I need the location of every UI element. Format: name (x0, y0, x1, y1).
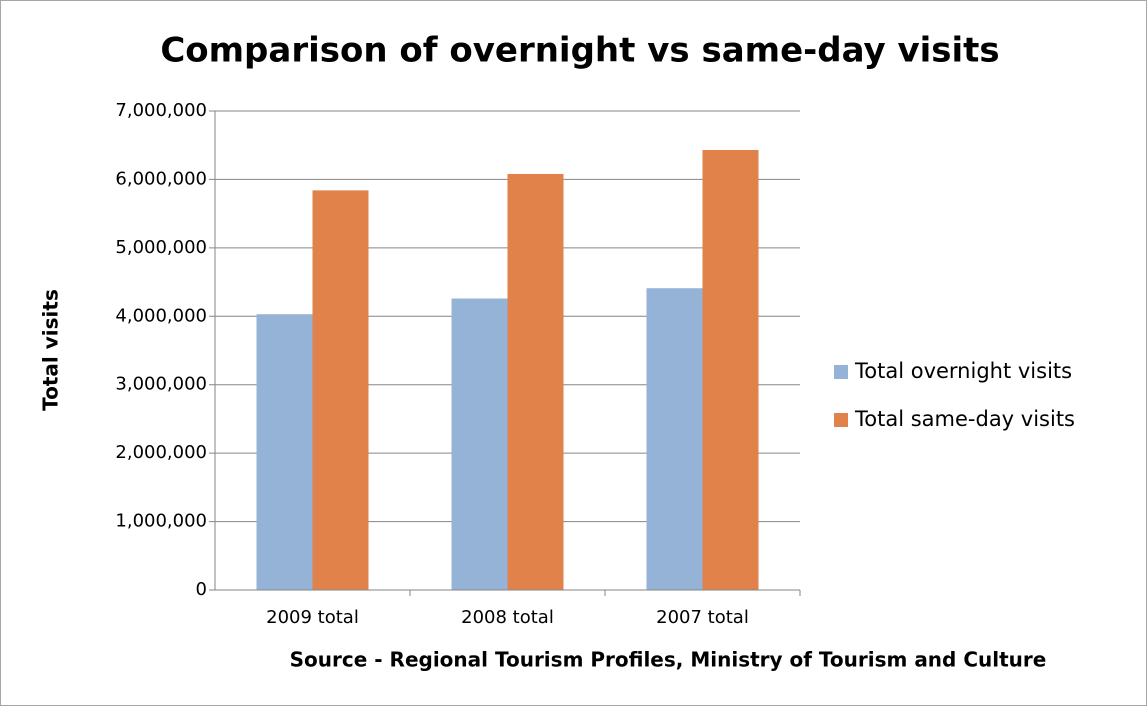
bar (646, 288, 703, 590)
y-axis-title: Total visits (39, 289, 63, 411)
x-tick-label: 2009 total (266, 607, 359, 628)
bar (702, 150, 759, 591)
chart-title: Comparison of overnight vs same-day visi… (160, 31, 999, 71)
y-tick-label: 3,000,000 (115, 374, 207, 395)
bar (312, 190, 369, 590)
y-tick-label: 7,000,000 (115, 100, 207, 121)
legend-swatch (834, 365, 848, 379)
y-tick-label: 5,000,000 (115, 237, 207, 258)
x-axis-title: Source - Regional Tourism Profiles, Mini… (290, 648, 1047, 672)
y-tick-label: 6,000,000 (115, 168, 207, 189)
bar (507, 173, 564, 590)
legend-label: Total overnight visits (854, 359, 1072, 383)
x-tick-label: 2008 total (461, 607, 554, 628)
legend-label: Total same-day visits (854, 407, 1075, 431)
bar (256, 314, 313, 590)
y-tick-label: 2,000,000 (115, 442, 207, 463)
legend-swatch (834, 413, 848, 427)
y-tick-label: 1,000,000 (115, 511, 207, 532)
bar (451, 298, 508, 590)
y-tick-label: 0 (196, 579, 207, 600)
x-tick-label: 2007 total (656, 607, 749, 628)
y-tick-label: 4,000,000 (115, 305, 207, 326)
